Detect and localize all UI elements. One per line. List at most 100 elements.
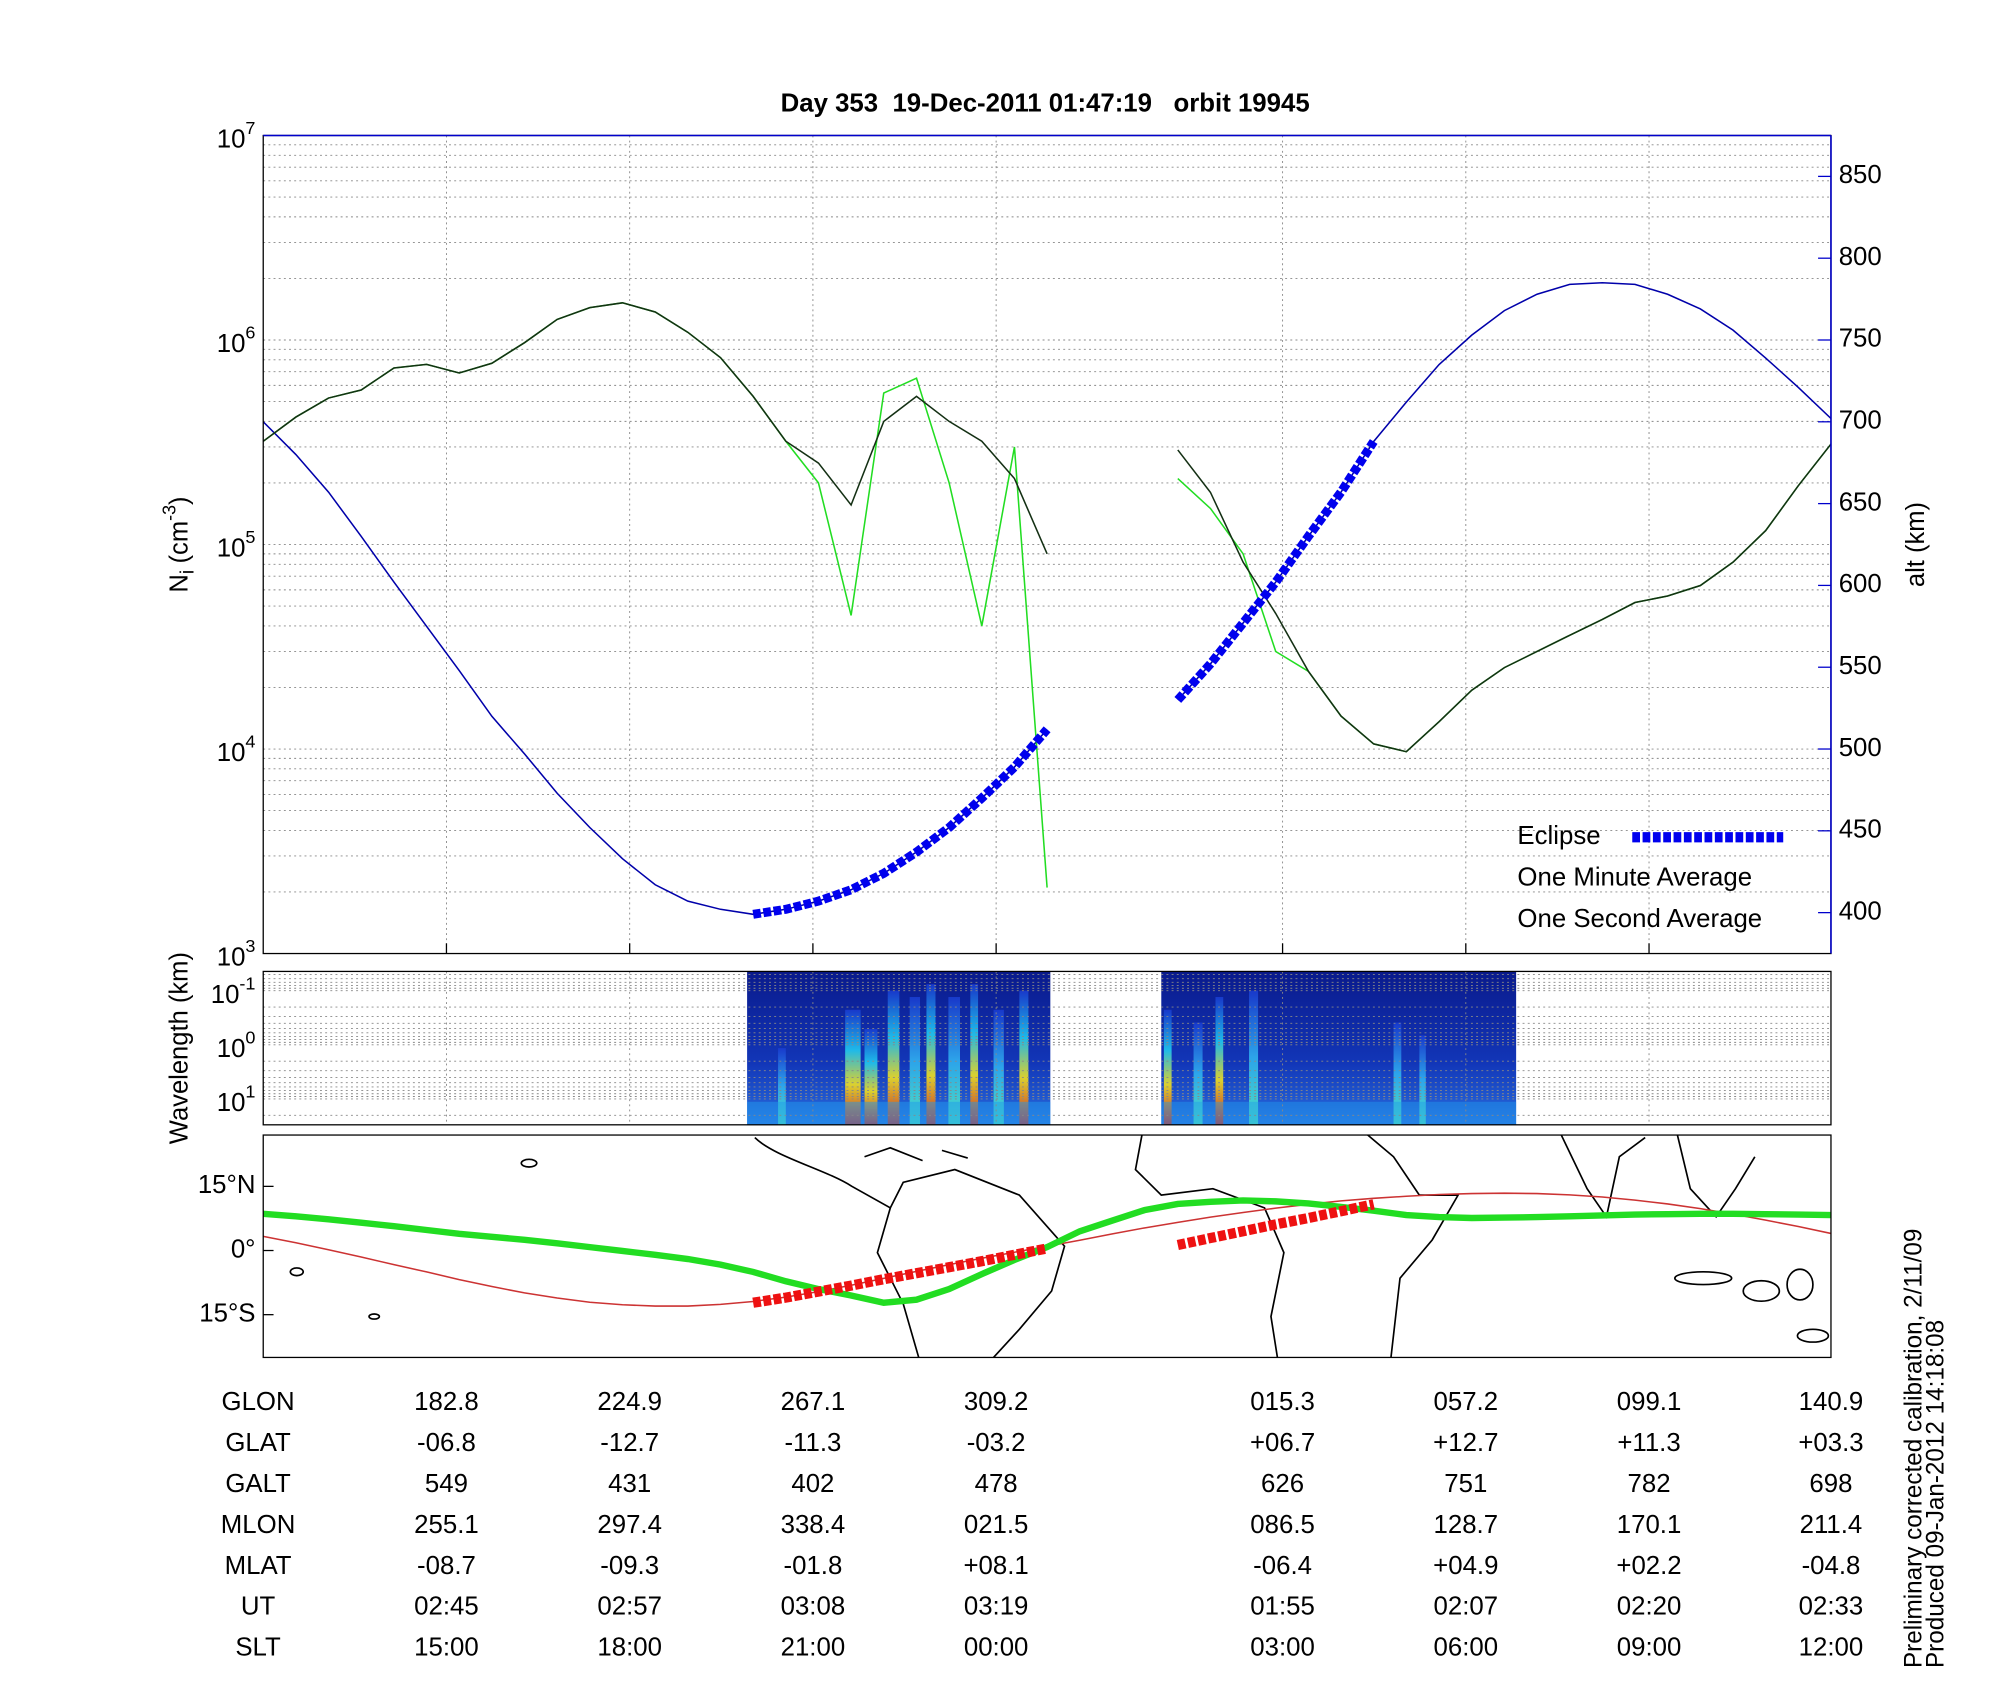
table-cell: 00:00: [964, 1634, 1029, 1662]
tick-exponent: 3: [245, 936, 255, 956]
table-cell: 18:00: [597, 1634, 662, 1662]
tick-exponent: 0: [245, 1027, 255, 1047]
table-cell: 021.5: [964, 1511, 1029, 1539]
panel-frame: [262, 1134, 1832, 1359]
tick-base: 10: [217, 1035, 246, 1063]
table-cell: +06.7: [1250, 1429, 1315, 1457]
tick-base: 10: [217, 125, 246, 153]
table-cell: 06:00: [1434, 1634, 1499, 1662]
table-cell: 751: [1444, 1470, 1487, 1498]
y2-tick-label: 450: [1839, 816, 1882, 844]
y-axis-label: Wavelength (km): [165, 952, 193, 1144]
table-cell: 626: [1261, 1470, 1304, 1498]
tick-exponent: 4: [245, 731, 255, 751]
table-cell: 02:45: [414, 1593, 479, 1621]
table-cell: -09.3: [600, 1552, 659, 1580]
y-tick-label: 105: [217, 527, 256, 562]
y-tick-label: 101: [217, 1081, 256, 1116]
table-cell: +11.3: [1617, 1429, 1680, 1457]
table-cell: 099.1: [1617, 1388, 1682, 1416]
tick-base: 10: [217, 943, 246, 971]
eclipse-track: [752, 1199, 1375, 1308]
legend-label: One Minute Average: [1517, 864, 1752, 892]
y2-axis-label: alt (km): [1902, 502, 1930, 587]
y2-tick-label: 500: [1839, 734, 1882, 762]
plot-area: [263, 281, 1831, 919]
table-cell: -12.7: [600, 1429, 659, 1457]
table-cell: 12:00: [1799, 1634, 1864, 1662]
table-cell: 698: [1809, 1470, 1852, 1498]
tick-exponent: 1: [245, 1081, 255, 1101]
row-label: GLON: [222, 1388, 295, 1416]
table-cell: 224.9: [597, 1388, 662, 1416]
y-tick-label: 107: [217, 118, 256, 153]
tick-exponent: 7: [245, 118, 255, 138]
series-line: [263, 281, 1831, 916]
table-cell: -01.8: [784, 1552, 843, 1580]
table-cell: 338.4: [781, 1511, 846, 1539]
spectrogram-image: [747, 971, 1517, 1125]
label-close: ): [165, 496, 193, 505]
table-cell: 549: [425, 1470, 468, 1498]
series-line: [263, 302, 1831, 888]
table-cell: 478: [975, 1470, 1018, 1498]
table-cell: 01:55: [1250, 1593, 1315, 1621]
table-cell: +02.2: [1616, 1552, 1681, 1580]
table-cell: 15:00: [414, 1634, 479, 1662]
y2-tick-label: 600: [1839, 570, 1882, 598]
y-tick-label: 0°: [231, 1235, 256, 1263]
table-cell: 02:57: [597, 1593, 662, 1621]
table-cell: +12.7: [1433, 1429, 1498, 1457]
row-label: GALT: [225, 1470, 291, 1498]
panel-frame: [262, 970, 1832, 1126]
row-label: MLON: [221, 1511, 296, 1539]
table-cell: 309.2: [964, 1388, 1029, 1416]
track-line: [263, 1197, 1831, 1306]
table-cell: 255.1: [414, 1511, 479, 1539]
coastlines: [289, 1135, 1830, 1358]
table-cell: -06.4: [1253, 1552, 1312, 1580]
table-cell: 02:07: [1434, 1593, 1499, 1621]
chart-title: Day 353 19-Dec-2011 01:47:19 orbit 19945: [781, 90, 1310, 118]
legend-label: Eclipse: [1517, 822, 1600, 850]
table-cell: +03.3: [1798, 1429, 1863, 1457]
table-cell: +08.1: [963, 1552, 1028, 1580]
table-cell: -08.7: [417, 1552, 476, 1580]
table-cell: 03:00: [1250, 1634, 1315, 1662]
y-tick-label: 103: [217, 936, 256, 971]
y2-tick-label: 700: [1839, 407, 1882, 435]
y-tick-label: 15°N: [198, 1171, 256, 1199]
table-cell: 267.1: [781, 1388, 846, 1416]
table-cell: -04.8: [1802, 1552, 1861, 1580]
table-cell: +04.9: [1433, 1552, 1498, 1580]
table-cell: 211.4: [1800, 1511, 1863, 1539]
y-axis-label: Ni (cm-3): [159, 496, 199, 592]
row-label: GLAT: [225, 1429, 291, 1457]
table-cell: 21:00: [781, 1634, 846, 1662]
tick-exponent: 5: [245, 527, 255, 547]
tick-exponent: -1: [239, 973, 255, 993]
y-tick-label: 100: [217, 1027, 256, 1062]
eclipse-line: [752, 439, 1378, 919]
table-cell: 182.8: [414, 1388, 479, 1416]
table-cell: -06.8: [417, 1429, 476, 1457]
y2-tick-label: 850: [1839, 161, 1882, 189]
table-cell: 170.1: [1617, 1511, 1682, 1539]
y-tick-label: 106: [217, 322, 256, 357]
table-cell: 03:19: [964, 1593, 1029, 1621]
tick-base: 10: [211, 981, 240, 1009]
y-tick-label: 10-1: [211, 973, 256, 1008]
table-cell: 015.3: [1250, 1388, 1315, 1416]
row-label: UT: [241, 1593, 276, 1621]
map-area: [263, 1192, 1831, 1308]
label-unit: (cm: [165, 521, 193, 564]
table-cell: 02:20: [1617, 1593, 1682, 1621]
row-label: MLAT: [225, 1552, 292, 1580]
y2-tick-label: 400: [1839, 897, 1882, 925]
row-label: SLT: [235, 1634, 281, 1662]
table-cell: 140.9: [1799, 1388, 1864, 1416]
table-cell: 782: [1628, 1470, 1671, 1498]
tick-base: 10: [217, 1089, 246, 1117]
tick-base: 10: [217, 739, 246, 767]
table-cell: 09:00: [1617, 1634, 1682, 1662]
